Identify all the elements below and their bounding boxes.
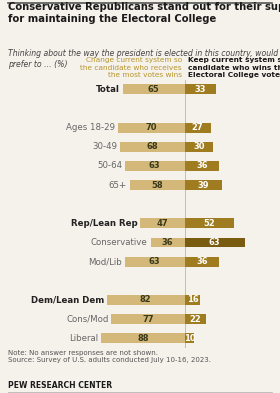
Bar — [130, 180, 185, 190]
Bar — [185, 161, 219, 171]
Text: Change current system so
the candidate who receives
the most votes wins: Change current system so the candidate w… — [81, 57, 182, 78]
Bar — [185, 180, 222, 190]
Text: 22: 22 — [189, 314, 201, 323]
Text: Cons/Mod: Cons/Mod — [66, 314, 109, 323]
Bar — [185, 219, 234, 228]
Bar — [185, 314, 206, 324]
Text: Conservative Republicans stand out for their support
for maintaining the Elector: Conservative Republicans stand out for t… — [8, 2, 280, 24]
Bar — [123, 84, 185, 94]
Text: Thinking about the way the president is elected in this country, would you
prefe: Thinking about the way the president is … — [8, 49, 280, 69]
Text: 82: 82 — [140, 296, 151, 305]
Text: 33: 33 — [195, 85, 206, 94]
Text: Rep/Lean Rep: Rep/Lean Rep — [71, 219, 137, 228]
Text: 68: 68 — [147, 142, 158, 151]
Text: Liberal: Liberal — [69, 334, 98, 343]
Bar — [101, 333, 185, 343]
Text: Dem/Lean Dem: Dem/Lean Dem — [31, 296, 104, 305]
Text: PEW RESEARCH CENTER: PEW RESEARCH CENTER — [8, 381, 113, 390]
Bar — [185, 333, 194, 343]
Text: Mod/Lib: Mod/Lib — [88, 257, 122, 266]
Bar — [185, 84, 216, 94]
Text: 58: 58 — [151, 180, 163, 189]
Text: 63: 63 — [209, 238, 221, 247]
Text: Total: Total — [96, 85, 120, 94]
Bar — [151, 237, 185, 248]
Text: 39: 39 — [198, 180, 209, 189]
Text: 50-64: 50-64 — [97, 162, 122, 171]
Text: 30: 30 — [193, 142, 205, 151]
Text: Keep current system so the
candidate who wins the
Electoral College vote wins: Keep current system so the candidate who… — [188, 57, 280, 78]
Bar — [111, 314, 185, 324]
Text: 36: 36 — [196, 257, 208, 266]
Text: 52: 52 — [204, 219, 215, 228]
Text: 16: 16 — [186, 296, 198, 305]
Text: 36: 36 — [196, 162, 208, 171]
Bar — [120, 142, 185, 152]
Bar — [185, 237, 245, 248]
Bar — [125, 257, 185, 266]
Text: 70: 70 — [146, 123, 157, 132]
Bar — [118, 123, 185, 132]
Text: Note: No answer responses are not shown.
Source: Survey of U.S. adults conducted: Note: No answer responses are not shown.… — [8, 350, 211, 363]
Text: 36: 36 — [162, 238, 174, 247]
Text: 63: 63 — [149, 162, 161, 171]
Bar — [125, 161, 185, 171]
Bar — [185, 257, 219, 266]
Text: Conservative: Conservative — [91, 238, 148, 247]
Text: 63: 63 — [149, 257, 161, 266]
Text: 10: 10 — [184, 334, 195, 343]
Text: 47: 47 — [157, 219, 168, 228]
Text: 88: 88 — [137, 334, 149, 343]
Text: Ages 18-29: Ages 18-29 — [66, 123, 115, 132]
Text: 65: 65 — [148, 85, 160, 94]
Text: 65+: 65+ — [109, 180, 127, 189]
Bar — [185, 123, 211, 132]
Bar — [185, 142, 213, 152]
Text: 30-49: 30-49 — [92, 142, 117, 151]
Bar — [107, 295, 185, 305]
Text: 77: 77 — [143, 314, 154, 323]
Bar — [140, 219, 185, 228]
Bar — [185, 295, 200, 305]
Text: 27: 27 — [192, 123, 204, 132]
